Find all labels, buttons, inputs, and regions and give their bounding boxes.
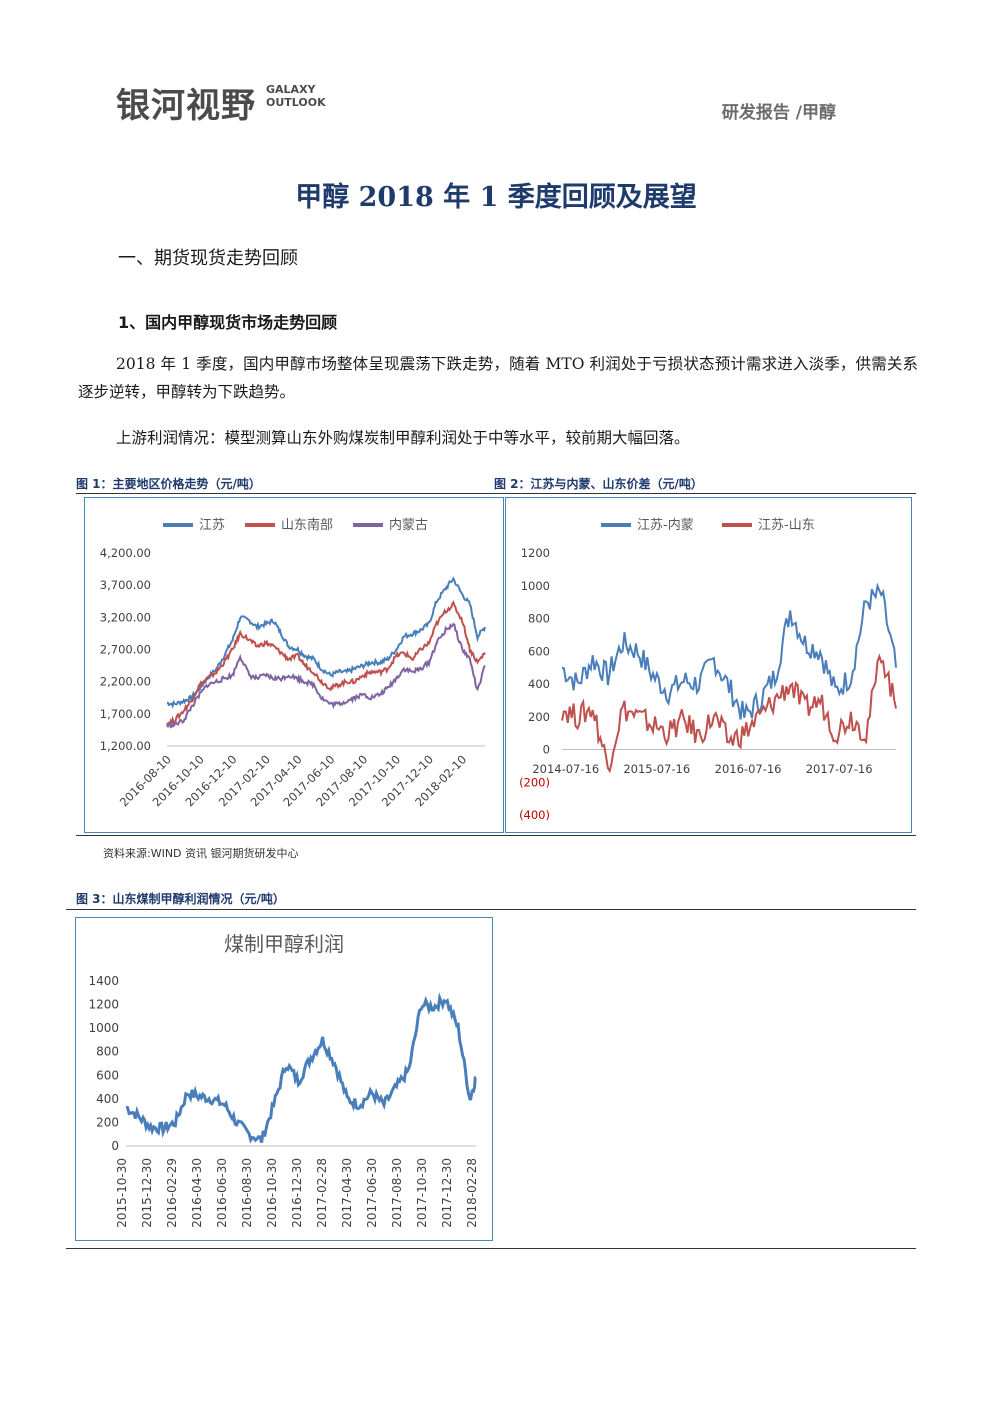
x-tick-label: 2017-08-30	[390, 1158, 404, 1228]
series-line-1	[166, 576, 486, 709]
series-line-3	[166, 622, 486, 729]
figure-1-caption: 图 1：主要地区价格走势（元/吨）	[76, 477, 261, 491]
logo-text-cn: 银河视野	[116, 86, 256, 126]
chart-title: 煤制甲醇利润	[224, 932, 344, 956]
section-heading: 一、期货现货走势回顾	[118, 248, 298, 269]
legend-label: 江苏-内蒙	[637, 517, 694, 533]
x-tick-label: 2016-04-30	[190, 1158, 204, 1228]
y-tick-label: (200)	[519, 775, 550, 789]
series-line-2	[166, 599, 486, 727]
x-tick-label: 2016-08-30	[240, 1158, 254, 1228]
divider	[66, 909, 916, 910]
x-tick-label: 2014-07-16	[532, 762, 599, 776]
y-tick-label: 1400	[88, 974, 119, 988]
figure-3-caption: 图 3：山东煤制甲醇利润情况（元/吨）	[76, 892, 285, 906]
y-tick-label: 200	[528, 710, 550, 724]
x-tick-label: 2018-02-28	[465, 1158, 479, 1228]
y-tick-label: 800	[528, 612, 550, 626]
chart-3-coal-methanol-profit: 煤制甲醇利润 1400 1200 1000 800 600 400 200 0 2015-10-3…	[88, 932, 479, 1228]
y-tick-label: 4,200.00	[100, 546, 151, 560]
series-line-1	[561, 582, 897, 720]
x-tick-label: 2016-07-16	[715, 762, 782, 776]
y-tick-label: 1,700.00	[100, 707, 151, 721]
chart-2-price-spread: 1200 1000 800 600 400 200 0 (200) (400) 2014-07-1…	[519, 517, 897, 822]
legend-label: 江苏	[199, 517, 225, 533]
y-tick-label: 0	[111, 1139, 119, 1153]
y-tick-label: 3,200.00	[100, 610, 151, 624]
x-tick-label: 2017-02-28	[315, 1158, 329, 1228]
paragraph-market-review: 2018 年 1 季度，国内甲醇市场整体呈现震荡下跌走势，随着 MTO 利润处于…	[78, 355, 918, 401]
y-tick-label: 1000	[88, 1021, 119, 1035]
y-tick-label: 400	[528, 677, 550, 691]
y-tick-label: 600	[96, 1068, 119, 1082]
legend-label: 山东南部	[281, 517, 333, 533]
document-title: 甲醇 2018 年 1 季度回顾及展望	[295, 182, 697, 213]
y-tick-label: 1,200.00	[100, 739, 151, 753]
y-tick-label: 0	[543, 743, 550, 757]
x-tick-label: 2015-12-30	[140, 1158, 154, 1228]
x-tick-label: 2017-10-30	[415, 1158, 429, 1228]
x-tick-label: 2016-02-29	[165, 1158, 179, 1228]
y-tick-label: 2,200.00	[100, 675, 151, 689]
legend-label: 内蒙古	[389, 517, 428, 533]
y-tick-label: 600	[528, 644, 550, 658]
x-tick-label: 2016-10-30	[265, 1158, 279, 1228]
y-tick-label: 800	[96, 1045, 119, 1059]
chart-2-frame: 1200 1000 800 600 400 200 0 (200) (400) 2014-07-1…	[505, 497, 912, 833]
y-tick-label: 1200	[88, 998, 119, 1012]
x-tick-label: 2017-04-30	[340, 1158, 354, 1228]
chart-3-frame: 煤制甲醇利润 1400 1200 1000 800 600 400 200 0 2015-10-3…	[75, 917, 493, 1241]
y-tick-label: 1000	[521, 579, 550, 593]
chart-1-frame: 4,200.00 3,700.00 3,200.00 2,700.00 2,200.00…	[84, 497, 504, 833]
legend-label: 江苏-山东	[758, 517, 815, 533]
logo: 银河视野 GALAXY OUTLOOK	[116, 78, 326, 127]
y-tick-label: 1200	[521, 546, 550, 560]
source-note: 资料来源:WIND 资讯 银河期货研发中心	[103, 847, 299, 860]
series-line-1	[125, 992, 477, 1144]
figure-2-caption: 图 2：江苏与内蒙、山东价差（元/吨）	[494, 477, 703, 491]
subsection-heading: 1、国内甲醇现货市场走势回顾	[118, 313, 338, 332]
x-tick-label: 2016-06-30	[215, 1158, 229, 1228]
y-tick-label: (400)	[519, 808, 550, 822]
y-tick-label: 3,700.00	[100, 578, 151, 592]
chart-1-price-trend: 4,200.00 3,700.00 3,200.00 2,700.00 2,200.00…	[100, 517, 486, 809]
series-line-2	[561, 653, 897, 774]
x-tick-label: 2015-07-16	[623, 762, 690, 776]
x-tick-label: 2016-12-30	[290, 1158, 304, 1228]
y-tick-label: 2,700.00	[100, 643, 151, 657]
report-type: 研发报告 /甲醇	[721, 103, 836, 123]
divider	[76, 835, 916, 836]
x-tick-label: 2017-06-30	[365, 1158, 379, 1228]
y-tick-label: 400	[96, 1092, 119, 1106]
paragraph-upstream-profit: 上游利润情况：模型测算山东外购煤炭制甲醇利润处于中等水平，较前期大幅回落。	[116, 429, 690, 447]
x-tick-label: 2017-07-16	[806, 762, 873, 776]
logo-text-en: GALAXY OUTLOOK	[266, 83, 326, 109]
divider	[66, 1248, 916, 1249]
x-tick-label: 2017-12-30	[440, 1158, 454, 1228]
divider	[76, 493, 916, 494]
x-tick-label: 2015-10-30	[115, 1158, 129, 1228]
y-tick-label: 200	[96, 1115, 119, 1129]
